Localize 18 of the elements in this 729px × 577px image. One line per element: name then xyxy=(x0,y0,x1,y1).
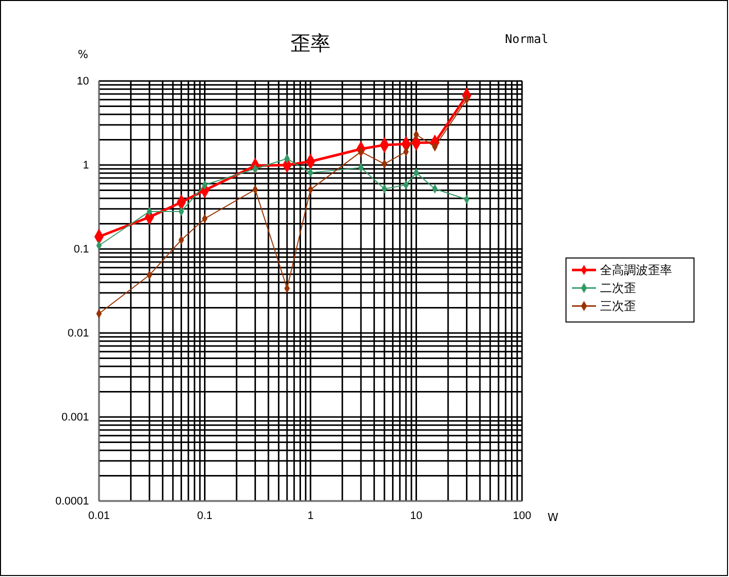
legend-label: 三次歪 xyxy=(600,299,636,313)
x-tick-label: 1 xyxy=(307,510,314,522)
y-axis-title: % xyxy=(78,48,88,61)
x-axis-title: W xyxy=(548,511,559,524)
y-tick-label: 1 xyxy=(82,160,89,172)
y-tick-label: 0.0001 xyxy=(55,496,89,508)
legend-label: 二次歪 xyxy=(600,281,636,295)
text: Normal xyxy=(505,32,548,46)
y-tick-label: 0.01 xyxy=(68,328,89,340)
y-tick-label: 10 xyxy=(76,76,89,88)
y-tick-label: 0.1 xyxy=(74,244,89,256)
x-tick-label: 100 xyxy=(512,510,532,522)
legend-label: 全高調波歪率 xyxy=(600,263,672,277)
x-tick-label: 0.01 xyxy=(88,510,110,522)
y-tick-label: 0.001 xyxy=(61,412,89,424)
chart-title: 歪率 xyxy=(290,31,330,55)
x-tick-label: 0.1 xyxy=(197,510,212,522)
x-tick-label: 10 xyxy=(410,510,422,522)
